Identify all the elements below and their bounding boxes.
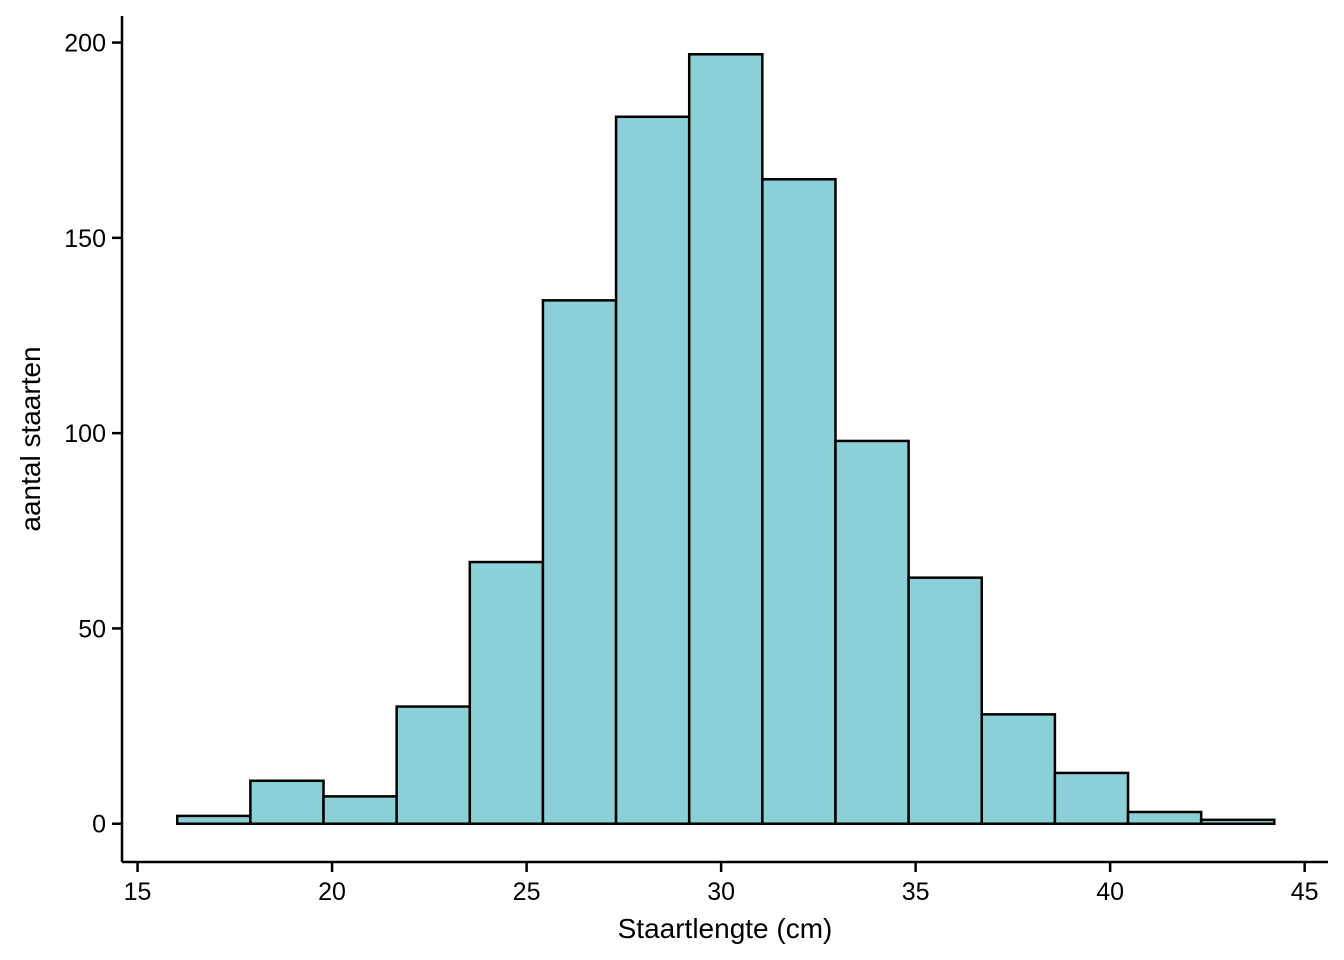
histogram-bar xyxy=(834,439,910,825)
y-tick-label: 200 xyxy=(64,30,106,58)
histogram-bar xyxy=(761,178,837,825)
histogram-bar xyxy=(249,779,325,825)
histogram-bar xyxy=(541,299,618,825)
bars-group xyxy=(175,53,1276,825)
y-axis-title: aantal staarten xyxy=(15,346,46,531)
x-tick-label: 25 xyxy=(513,878,541,906)
histogram-bar xyxy=(395,705,472,825)
x-tick-label: 15 xyxy=(124,878,152,906)
y-tick-label: 100 xyxy=(64,420,106,448)
histogram-bar xyxy=(614,115,691,825)
histogram-bar xyxy=(322,795,398,825)
histogram-bar xyxy=(1053,771,1130,825)
histogram-bar xyxy=(1126,810,1203,825)
histogram-bar xyxy=(980,713,1057,825)
x-tick-label: 20 xyxy=(318,878,346,906)
x-tick-label: 35 xyxy=(902,878,930,906)
y-axis-ticks: 0 50 100 150 200 xyxy=(64,30,122,839)
y-tick-label: 50 xyxy=(78,615,106,643)
x-tick-label: 45 xyxy=(1291,878,1319,906)
x-axis-title: Staartlengte (cm) xyxy=(618,913,833,944)
y-tick-label: 150 xyxy=(64,225,106,253)
x-axis-ticks: 15 20 25 30 35 40 45 xyxy=(124,862,1319,906)
histogram-bar xyxy=(687,53,764,825)
x-tick-label: 40 xyxy=(1096,878,1124,906)
histogram-bar xyxy=(907,576,984,825)
histogram-bar xyxy=(1199,818,1276,825)
histogram-bar xyxy=(175,814,252,825)
y-tick-label: 0 xyxy=(92,811,106,839)
histogram-bar xyxy=(468,560,545,825)
x-tick-label: 30 xyxy=(707,878,735,906)
